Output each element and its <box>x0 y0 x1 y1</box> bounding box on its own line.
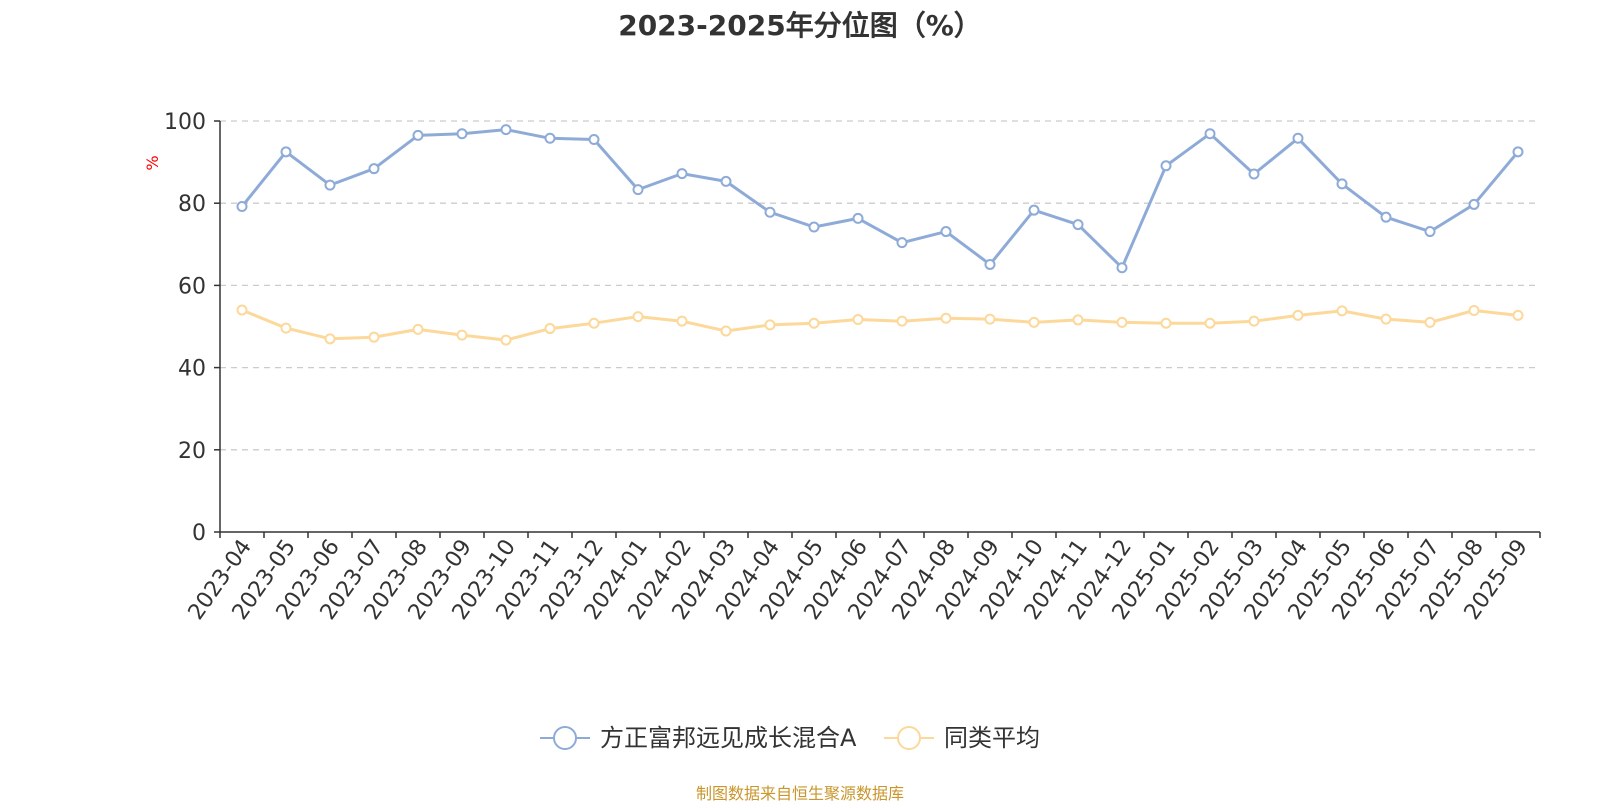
data-point[interactable] <box>896 315 908 327</box>
data-point[interactable] <box>1204 128 1216 140</box>
data-point[interactable] <box>280 146 292 158</box>
data-point[interactable] <box>456 128 468 140</box>
data-point[interactable] <box>940 312 952 324</box>
data-point[interactable] <box>984 258 996 270</box>
data-point[interactable] <box>808 221 820 233</box>
data-point[interactable] <box>808 317 820 329</box>
data-point[interactable] <box>720 175 732 187</box>
data-point[interactable] <box>368 163 380 175</box>
legend-label: 同类平均 <box>944 724 1040 752</box>
data-point[interactable] <box>1248 168 1260 180</box>
series-1 <box>236 124 1524 274</box>
data-point[interactable] <box>1512 309 1524 321</box>
data-point[interactable] <box>412 323 424 335</box>
data-point[interactable] <box>632 311 644 323</box>
series-line <box>241 308 1519 342</box>
data-point[interactable] <box>1292 309 1304 321</box>
data-point[interactable] <box>324 333 336 345</box>
data-point[interactable] <box>412 129 424 141</box>
data-point[interactable] <box>1468 198 1480 210</box>
series-line <box>240 128 1520 270</box>
data-point[interactable] <box>1072 314 1084 326</box>
data-point[interactable] <box>544 323 556 335</box>
y-tick-label: 40 <box>178 357 206 382</box>
data-point[interactable] <box>896 237 908 249</box>
y-tick-label: 20 <box>178 439 206 464</box>
data-point[interactable] <box>588 133 600 145</box>
data-point[interactable] <box>1072 219 1084 231</box>
data-point[interactable] <box>1380 313 1392 325</box>
series-2 <box>236 304 1524 346</box>
data-point[interactable] <box>1424 316 1436 328</box>
y-tick-label: 100 <box>164 110 206 135</box>
data-point[interactable] <box>1248 315 1260 327</box>
data-point[interactable] <box>1424 226 1436 238</box>
data-point[interactable] <box>456 329 468 341</box>
data-point[interactable] <box>720 325 732 337</box>
data-point[interactable] <box>500 334 512 346</box>
data-point[interactable] <box>236 304 248 316</box>
data-point[interactable] <box>764 206 776 218</box>
data-point[interactable] <box>1336 178 1348 190</box>
data-point[interactable] <box>632 184 644 196</box>
y-tick-label: 0 <box>192 521 206 546</box>
data-point[interactable] <box>984 313 996 325</box>
legend-marker-icon <box>897 726 921 750</box>
data-point[interactable] <box>236 200 248 212</box>
data-point[interactable] <box>368 331 380 343</box>
data-point[interactable] <box>1468 304 1480 316</box>
data-point[interactable] <box>1160 317 1172 329</box>
data-point[interactable] <box>676 168 688 180</box>
data-point[interactable] <box>1512 146 1524 158</box>
y-tick-label: 80 <box>178 192 206 217</box>
data-point[interactable] <box>544 132 556 144</box>
series-group <box>236 124 1524 346</box>
data-point[interactable] <box>1116 316 1128 328</box>
chart-title: 2023-2025年分位图（%） <box>618 9 982 42</box>
data-point[interactable] <box>1336 305 1348 317</box>
data-point[interactable] <box>1116 262 1128 274</box>
source-note: 制图数据来自恒生聚源数据库 <box>695 784 904 803</box>
data-point[interactable] <box>1204 317 1216 329</box>
data-point[interactable] <box>1028 204 1040 216</box>
legend-marker-icon <box>553 726 577 750</box>
data-point[interactable] <box>280 322 292 334</box>
legend-label: 方正富邦远见成长混合A <box>600 724 857 752</box>
data-point[interactable] <box>764 319 776 331</box>
legend[interactable]: 方正富邦远见成长混合A 同类平均 <box>540 724 1040 752</box>
legend-item-1[interactable]: 方正富邦远见成长混合A <box>540 724 857 752</box>
data-point[interactable] <box>500 124 512 136</box>
y-axis-label: % <box>143 155 162 170</box>
legend-item-2[interactable]: 同类平均 <box>884 724 1040 752</box>
data-point[interactable] <box>1292 132 1304 144</box>
data-point[interactable] <box>588 317 600 329</box>
data-point[interactable] <box>852 314 864 326</box>
data-point[interactable] <box>1028 316 1040 328</box>
data-point[interactable] <box>1160 160 1172 172</box>
data-point[interactable] <box>940 226 952 238</box>
y-tick-label: 60 <box>178 274 206 299</box>
data-point[interactable] <box>1380 211 1392 223</box>
data-point[interactable] <box>852 212 864 224</box>
grid-lines <box>220 120 1540 451</box>
data-point[interactable] <box>324 179 336 191</box>
data-point[interactable] <box>676 315 688 327</box>
